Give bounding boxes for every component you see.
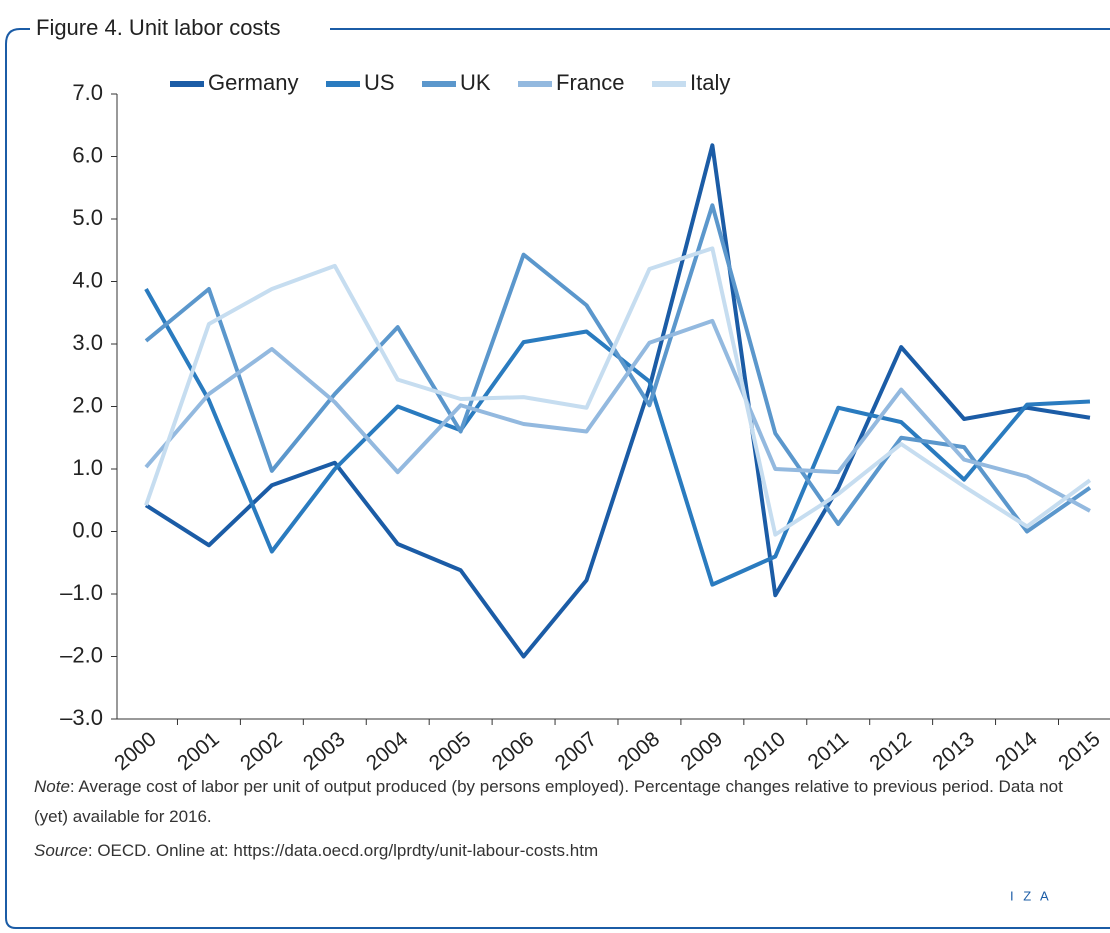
source-text: : OECD. Online at: https://data.oecd.org…	[87, 841, 599, 860]
y-tick-label: –1.0	[60, 580, 103, 605]
x-tick-label: 2009	[677, 727, 728, 775]
legend-label: France	[556, 70, 624, 95]
y-tick-label: 4.0	[72, 267, 103, 292]
x-tick-label: 2006	[488, 727, 539, 775]
x-tick-label: 2012	[865, 727, 916, 775]
x-tick-label: 2010	[740, 727, 791, 775]
series-line	[144, 318, 1091, 513]
y-tick-label: 1.0	[72, 455, 103, 480]
x-tick-label: 2000	[110, 727, 161, 775]
y-tick-label: –3.0	[60, 705, 103, 730]
x-tick-label: 2014	[991, 727, 1042, 775]
source-label: Source	[34, 841, 88, 860]
x-tick-label: 2015	[1054, 727, 1105, 775]
y-tick-label: 7.0	[72, 80, 103, 105]
x-tick-label: 2008	[614, 727, 665, 775]
note-label: Note	[34, 777, 70, 796]
x-tick-label: 2002	[236, 727, 287, 775]
legend-label: Italy	[690, 70, 730, 95]
note: Note: Average cost of labor per unit of …	[34, 772, 1074, 832]
y-tick-label: 6.0	[72, 142, 103, 167]
x-tick-label: 2003	[299, 727, 350, 775]
series-line	[144, 143, 1091, 659]
source: Source: OECD. Online at: https://data.oe…	[34, 836, 1074, 866]
series-line	[144, 246, 1092, 537]
y-tick-label: 5.0	[72, 205, 103, 230]
logo: I Z A	[1010, 888, 1052, 903]
x-tick-label: 2005	[425, 727, 476, 775]
legend-label: US	[364, 70, 395, 95]
legend-label: Germany	[208, 70, 298, 95]
note-text: : Average cost of labor per unit of outp…	[34, 777, 1063, 826]
series-line	[144, 288, 1091, 587]
x-tick-label: 2004	[362, 727, 413, 775]
frame	[5, 28, 1110, 929]
chart-title: Figure 4. Unit labor costs	[36, 15, 281, 40]
x-tick-label: 2011	[804, 727, 853, 774]
y-tick-label: 0.0	[72, 517, 103, 542]
legend-label: UK	[460, 70, 491, 95]
y-tick-label: –2.0	[60, 642, 103, 667]
x-tick-label: 2001	[173, 727, 224, 775]
y-tick-label: 2.0	[72, 392, 103, 417]
x-tick-label: 2013	[928, 727, 979, 775]
y-tick-label: 3.0	[72, 330, 103, 355]
series-line	[144, 203, 1092, 534]
x-tick-label: 2007	[551, 727, 602, 775]
